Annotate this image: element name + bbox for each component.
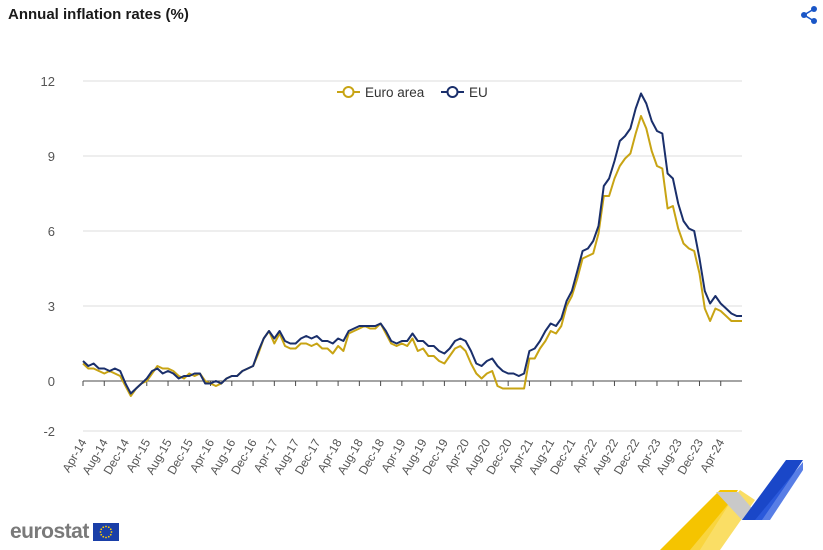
chart-legend[interactable]: Euro area EU xyxy=(337,85,488,100)
y-tick-label: 9 xyxy=(48,149,55,164)
flag-star xyxy=(107,526,110,529)
legend-item-euro-area[interactable]: Euro area xyxy=(337,85,425,100)
flag-star xyxy=(107,535,110,538)
legend-item-eu[interactable]: EU xyxy=(441,85,488,100)
series-line-eu[interactable] xyxy=(82,92,742,395)
legend-label-euro-area: Euro area xyxy=(365,85,425,100)
logo-text: eurostat xyxy=(10,520,89,543)
flag-star xyxy=(99,531,102,533)
y-tick-labels: -2 0 3 6 9 12 xyxy=(41,74,55,439)
flag-star xyxy=(109,528,112,531)
y-tick-label: 0 xyxy=(48,374,55,389)
eurostat-logo: eurostat xyxy=(10,520,119,544)
flag-star xyxy=(109,533,112,536)
eu-flag-icon xyxy=(92,523,119,541)
y-tick-label: -2 xyxy=(43,424,55,439)
y-tick-label: 12 xyxy=(41,74,55,89)
flag-star xyxy=(104,536,107,539)
flag-star xyxy=(102,526,105,529)
series-lines xyxy=(82,92,742,397)
y-tick-label: 6 xyxy=(48,224,55,239)
flag-star xyxy=(100,533,102,536)
grid-lines xyxy=(83,80,742,432)
chart-title: Annual inflation rates (%) xyxy=(8,6,189,23)
flag-star xyxy=(110,531,113,533)
flag-star xyxy=(104,525,107,528)
share-icon[interactable] xyxy=(798,4,820,26)
flag-star xyxy=(102,535,105,538)
flag-star xyxy=(100,528,102,531)
legend-label-eu: EU xyxy=(469,85,488,100)
y-tick-label: 3 xyxy=(48,299,55,314)
